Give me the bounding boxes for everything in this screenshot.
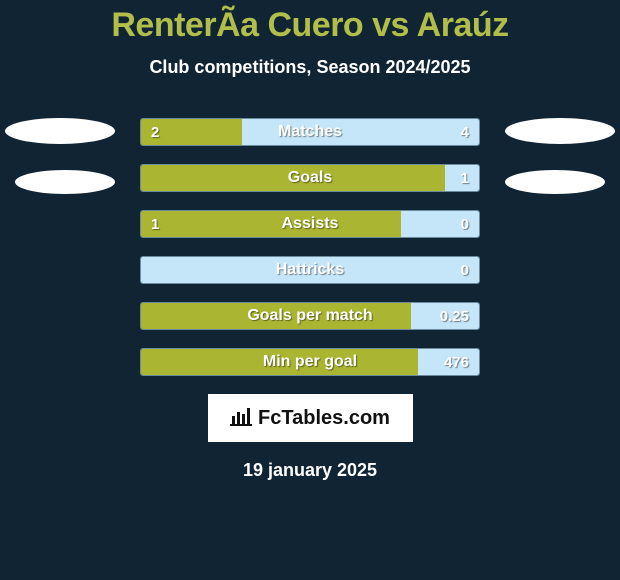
subtitle: Club competitions, Season 2024/2025 — [0, 57, 620, 78]
stat-bar: Assists1 0 — [140, 210, 480, 238]
bar-value-right: 1 — [451, 165, 479, 191]
player-left-avatar-placeholder — [5, 118, 115, 144]
stat-bar: Min per goal476 — [140, 348, 480, 376]
date: 19 january 2025 — [0, 460, 620, 481]
site-badge: FcTables.com — [208, 394, 413, 442]
bar-label: Assists — [141, 211, 479, 237]
stat-bar: Goals1 — [140, 164, 480, 192]
bar-label: Goals — [141, 165, 479, 191]
bar-label: Goals per match — [141, 303, 479, 329]
bar-value-left — [141, 303, 161, 329]
player-right-team-placeholder — [505, 170, 605, 194]
player-right-name: Araúz — [417, 6, 509, 44]
bar-label: Min per goal — [141, 349, 479, 375]
bar-value-right: 476 — [434, 349, 479, 375]
bar-value-left — [141, 165, 161, 191]
bar-value-left — [141, 257, 161, 283]
bar-value-right: 0.25 — [430, 303, 479, 329]
player-left-name: RenterÃ­a Cuero — [111, 6, 363, 44]
bar-value-right: 0 — [451, 257, 479, 283]
bar-value-left — [141, 349, 161, 375]
player-left-team-placeholder — [15, 170, 115, 194]
bar-value-right: 4 — [451, 119, 479, 145]
site-name: FcTables.com — [258, 407, 390, 430]
vs-text: vs — [363, 6, 416, 44]
bar-value-left: 2 — [141, 119, 169, 145]
comparison-body: Matches24Goals1Assists10Hattricks0Goals … — [0, 118, 620, 481]
bar-label: Matches — [141, 119, 479, 145]
stat-bars: Matches24Goals1Assists10Hattricks0Goals … — [140, 118, 480, 376]
bar-label: Hattricks — [141, 257, 479, 283]
chart-icon — [230, 406, 252, 430]
comparison-title: RenterÃ­a Cuero vs Araúz — [0, 0, 620, 45]
bar-value-right: 0 — [451, 211, 479, 237]
stat-bar: Hattricks0 — [140, 256, 480, 284]
bar-value-left: 1 — [141, 211, 169, 237]
stat-bar: Matches2 4 — [140, 118, 480, 146]
player-right-avatar-placeholder — [505, 118, 615, 144]
stat-bar: Goals per match0.25 — [140, 302, 480, 330]
